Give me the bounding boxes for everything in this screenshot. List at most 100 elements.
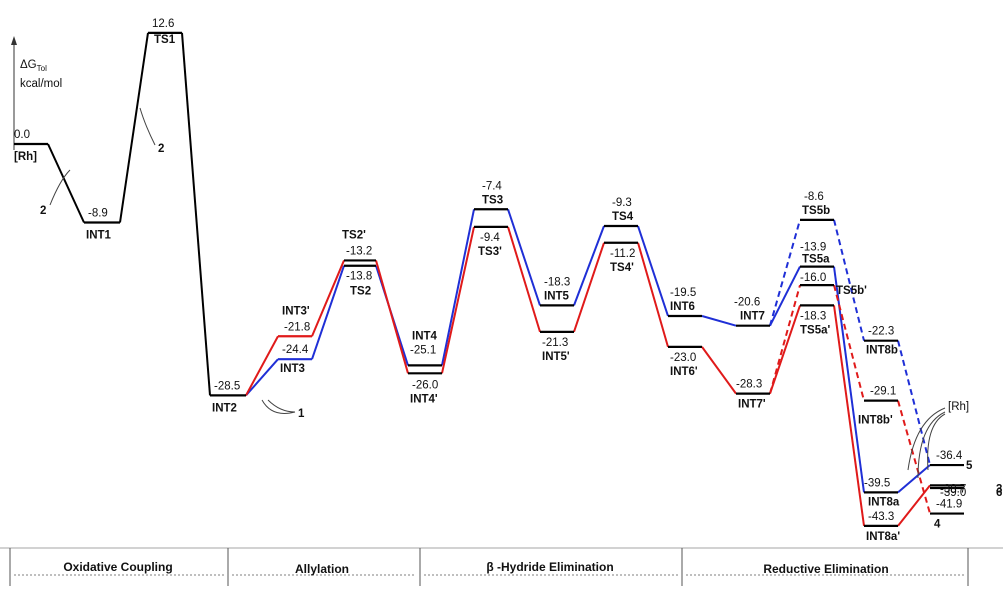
connector-int2-int3 <box>245 358 279 397</box>
energy-value-ts5ap: -18.3 <box>800 310 826 322</box>
connector-ts4-int6 <box>637 225 669 317</box>
species-label-int8bp: INT8b' <box>858 415 893 427</box>
phase-beta-hydride-elimination: β -Hydride Elimination <box>486 560 613 574</box>
energy-value-int8bp: -29.1 <box>870 386 896 398</box>
species-label-ts5bp: TS5b' <box>836 285 867 297</box>
energy-value-ts4: -9.3 <box>612 197 632 209</box>
connector-ts5b-int8b <box>833 219 865 341</box>
species-label-int3p: INT3' <box>282 305 310 317</box>
reagent-2-curve <box>49 169 71 206</box>
species-label-int6: INT6 <box>670 301 695 313</box>
energy-value-ts1: 12.6 <box>152 18 174 30</box>
species-label-ts2: TS2 <box>350 286 371 298</box>
species-label-ts4: TS4 <box>612 211 634 223</box>
species-label-int7p: INT7' <box>738 399 766 411</box>
connector-int3p-ts2p <box>311 260 345 337</box>
connector-int6-int7 <box>701 315 737 327</box>
reagent-2-second-curve <box>139 107 156 146</box>
y-axis-unit: kcal/mol <box>20 78 62 90</box>
reagent-2-first-label: 2 <box>40 205 46 217</box>
energy-value-p4: -41.9 <box>936 499 962 511</box>
rh-release-label: [Rh] <box>948 401 969 413</box>
species-label-int8ap: INT8a' <box>866 531 900 543</box>
species-label-int4p: INT4' <box>410 393 438 405</box>
connector-int8b-p5 <box>897 340 931 466</box>
energy-value-int8a: -39.5 <box>864 477 890 489</box>
species-label-int8b: INT8b <box>866 345 898 357</box>
connector-int4-ts3 <box>441 209 475 366</box>
rh-release-curves <box>907 407 946 479</box>
energy-value-int3p: -21.8 <box>284 321 310 333</box>
connector-ts5ap-int8ap <box>833 305 865 527</box>
connector-ts3-int5 <box>507 208 541 306</box>
y-axis-label: ΔGTol <box>20 59 47 73</box>
energy-value-int5p: -21.3 <box>542 337 568 349</box>
species-label-ts5b: TS5b <box>802 205 830 217</box>
species-label-rh: [Rh] <box>14 151 37 163</box>
reagent-1-label: 1 <box>298 408 305 420</box>
energy-value-int1: -8.9 <box>88 207 108 219</box>
energy-value-int6: -19.5 <box>670 287 696 299</box>
energy-value-int5: -18.3 <box>544 276 570 288</box>
species-label-ts5ap: TS5a' <box>800 324 830 336</box>
energy-value-int4: -25.1 <box>410 344 436 356</box>
species-label-int4: INT4 <box>412 330 438 342</box>
energy-value-p3: -38.7 <box>940 483 966 495</box>
species-label-ts3p: TS3' <box>478 246 502 258</box>
energy-value-int7p: -28.3 <box>736 379 762 391</box>
energy-value-ts5bp: -16.0 <box>800 272 826 284</box>
phase-oxidative-coupling: Oxidative Coupling <box>63 560 172 574</box>
connector-ts1-int2 <box>181 32 211 396</box>
connector-int5-ts4 <box>573 225 605 306</box>
species-label-int3: INT3 <box>280 363 305 375</box>
reagent-1-curves <box>261 399 296 414</box>
species-label-ts3: TS3 <box>482 194 503 206</box>
energy-value-int6p: -23.0 <box>670 352 696 364</box>
connector-int8ap-p3 <box>897 484 931 527</box>
species-label-p5: 5 <box>966 460 973 472</box>
species-label-int5p: INT5' <box>542 351 570 363</box>
species-label-int5: INT5 <box>544 290 570 302</box>
connector-int7-ts5a <box>769 266 801 327</box>
species-label-ts5a: TS5a <box>802 254 830 266</box>
energy-value-p6: -39.0 <box>940 487 966 499</box>
connector-int5p-ts4p <box>573 242 605 333</box>
energy-value-ts3p: -9.4 <box>480 232 500 244</box>
energy-value-rh: 0.0 <box>14 129 30 141</box>
energy-value-int4p: -26.0 <box>412 379 438 391</box>
species-label-p3: 3 <box>996 483 1002 495</box>
phase-bar: Oxidative Coupling Allylation β -Hydride… <box>0 547 1003 586</box>
connector-int4p-ts3p <box>441 226 475 374</box>
energy-labels: 0.0 [Rh] -8.9 INT1 12.6 TS1 -28.5 INT2 INT3' -21.… <box>14 18 1002 543</box>
connector-int8a-p5 <box>897 464 931 494</box>
reagent-2-second-label: 2 <box>158 143 164 155</box>
species-label-ts2p: TS2' <box>342 229 366 241</box>
energy-value-ts2p: -13.2 <box>346 245 372 257</box>
species-label-int7: INT7 <box>740 311 765 323</box>
energy-value-ts4p: -11.2 <box>610 248 635 260</box>
species-label-int6p: INT6' <box>670 366 698 378</box>
connector-int7-ts5b <box>769 219 801 326</box>
energy-value-ts3: -7.4 <box>482 180 502 192</box>
species-label-ts4p: TS4' <box>610 262 634 274</box>
connector-ts2p-int4p <box>375 260 409 374</box>
energy-levels <box>14 31 964 528</box>
energy-value-ts5b: -8.6 <box>804 191 824 203</box>
connector-ts4p-int6p <box>637 242 669 348</box>
energy-value-ts2: -13.8 <box>346 271 372 283</box>
species-label-p4: 4 <box>934 519 941 531</box>
connector-int8bp-p4 <box>897 400 931 514</box>
connector-lines <box>47 32 931 527</box>
energy-value-int2: -28.5 <box>214 380 240 392</box>
connector-int3-ts2 <box>311 265 345 360</box>
species-label-int8a: INT8a <box>868 496 900 508</box>
connector-int2-int3p <box>245 335 279 396</box>
connector-int6p-int7p <box>701 346 737 395</box>
energy-value-int7: -20.6 <box>734 297 760 309</box>
y-axis-arrow-icon <box>11 36 17 45</box>
connector-ts3p-int5p <box>507 226 541 333</box>
species-label-int2: INT2 <box>212 402 237 414</box>
species-label-int1: INT1 <box>86 229 112 241</box>
phase-allylation: Allylation <box>295 562 349 576</box>
